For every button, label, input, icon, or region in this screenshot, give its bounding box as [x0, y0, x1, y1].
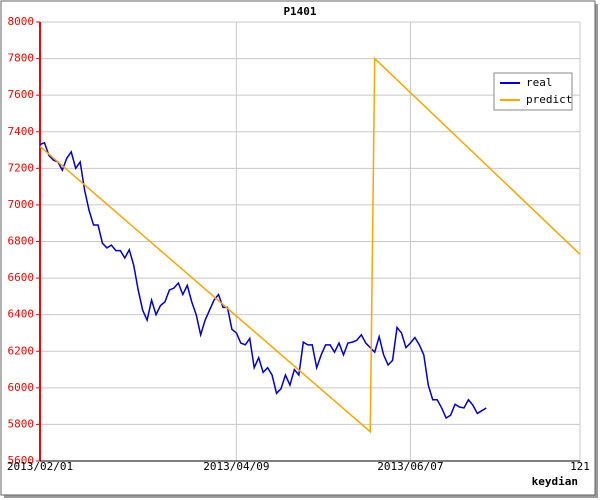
y-tick-label: 6600 — [8, 271, 35, 284]
y-tick-label: 7800 — [8, 52, 35, 65]
series-line — [39, 56, 581, 434]
y-tick-label: 7200 — [8, 161, 35, 174]
y-tick-label: 7400 — [8, 125, 35, 138]
x-tick-label: 121 — [570, 460, 590, 473]
legend-box — [493, 72, 573, 111]
legend-label: real — [526, 76, 553, 89]
y-tick-label: 6400 — [8, 308, 35, 321]
x-tick-label: 2013/02/01 — [7, 460, 73, 473]
y-tick-label: 7000 — [8, 198, 35, 211]
series-line — [39, 141, 487, 420]
x-tick-label: 2013/04/09 — [203, 460, 269, 473]
y-tick-label: 7600 — [8, 88, 35, 101]
y-tick-label: 6800 — [8, 235, 35, 248]
y-tick-label: 6200 — [8, 344, 35, 357]
y-tick-label: 5800 — [8, 417, 35, 430]
x-tick-label: 2013/06/07 — [377, 460, 443, 473]
y-tick-label: 8000 — [8, 15, 35, 28]
chart-title: P1401 — [283, 5, 316, 18]
legend-label: predict — [526, 93, 572, 106]
x-axis-label: keydian — [532, 475, 578, 488]
y-tick-label: 5600 — [8, 454, 35, 467]
y-tick-label: 6000 — [8, 381, 35, 394]
